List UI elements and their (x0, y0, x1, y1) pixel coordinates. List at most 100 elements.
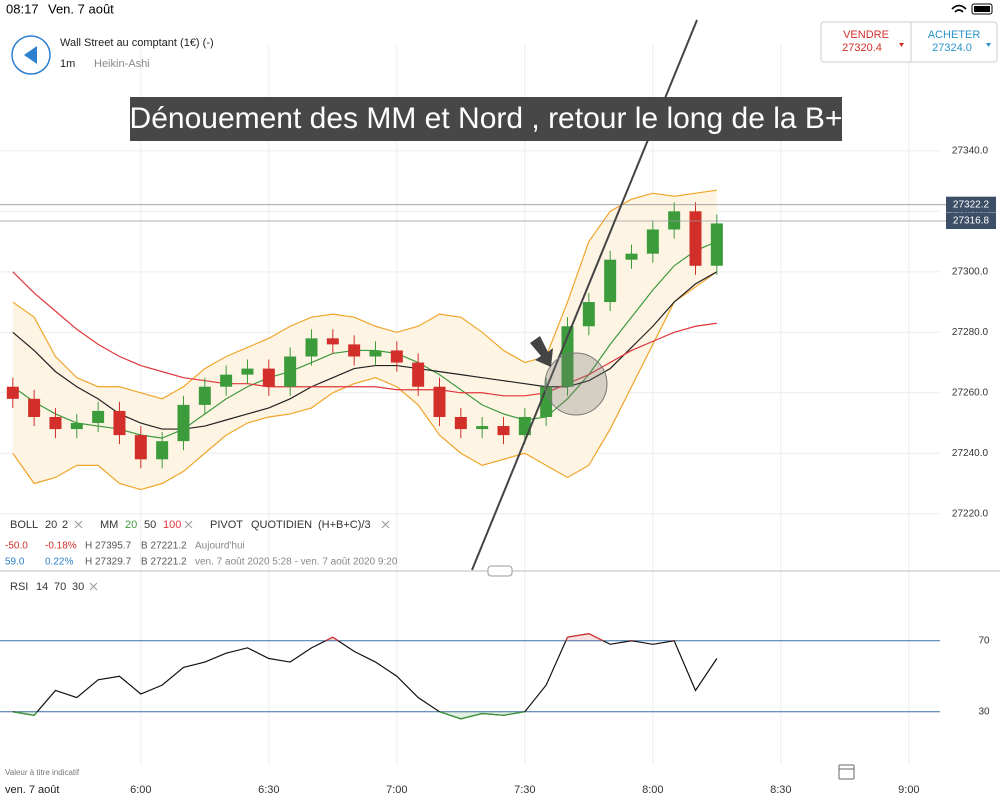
pivot-formula: (H+B+C)/3 (318, 519, 371, 531)
price-tag (946, 196, 996, 213)
candle-body (134, 435, 147, 460)
candle-body (348, 344, 361, 357)
remove-icon[interactable] (89, 582, 98, 591)
candle-body (668, 211, 681, 230)
candle-body (305, 338, 318, 357)
x-tick-label: 8:00 (642, 784, 663, 796)
rsi-plot (0, 633, 940, 720)
candle-body (390, 350, 403, 363)
rsi-low: 30 (72, 581, 84, 593)
boll-period: 20 (45, 519, 57, 531)
mm-label[interactable]: MM (100, 519, 118, 531)
price-tag-label: 27316.8 (953, 216, 990, 227)
candle-body (156, 441, 169, 460)
x-tick-label: 8:30 (770, 784, 791, 796)
x-tick-label: 7:30 (514, 784, 535, 796)
bollinger-upper (12, 189, 717, 400)
sell-label[interactable]: VENDRE (843, 29, 889, 41)
candle-body (476, 426, 489, 430)
candle-body (433, 386, 446, 417)
boll-label[interactable]: BOLL (10, 519, 38, 531)
rsi-period: 14 (36, 581, 48, 593)
resize-handle[interactable] (487, 565, 513, 577)
candle-body (604, 259, 617, 303)
candle-body (710, 223, 723, 266)
bollinger-lower (12, 271, 718, 491)
price-plot (6, 189, 723, 491)
instrument-name: Wall Street au comptant (1€) (-) (60, 37, 214, 49)
indicator-legend: BOLL 20 2 MM 20 50 100 PIVOT QUOTIDIEN (… (5, 519, 398, 568)
candle-body (6, 386, 19, 399)
candle-body (326, 338, 339, 345)
candle-body (49, 416, 62, 430)
mm-period: 50 (144, 519, 156, 531)
status-date: Ven. 7 août (48, 1, 114, 16)
status-icons (951, 3, 993, 15)
x-date: ven. 7 août (5, 784, 59, 796)
remove-icon[interactable] (381, 520, 390, 529)
candle-body (284, 356, 297, 387)
pivot-label[interactable]: PIVOT (210, 519, 243, 531)
y-tick-label: 27300.0 (952, 266, 989, 277)
high: H 27329.7 (85, 557, 132, 568)
candle-body (28, 398, 41, 417)
moving-average (12, 241, 718, 439)
mm-period: 100 (163, 519, 181, 531)
candle-body (497, 426, 510, 436)
x-tick-label: 9:00 (898, 784, 919, 796)
rsi-high: 70 (54, 581, 66, 593)
grid (0, 45, 940, 765)
candle-body (177, 404, 190, 442)
sell-button[interactable]: VENDRE 27320.4 (842, 29, 904, 54)
change-pct: 0.22% (45, 557, 73, 568)
moving-average (12, 271, 718, 430)
candle-body (70, 423, 83, 430)
change-pct: -0.18% (45, 541, 77, 552)
pivot-period: QUOTIDIEN (251, 519, 312, 531)
annotation-text: Dénouement des MM et Nord , retour le lo… (130, 102, 843, 135)
candle-body (113, 410, 126, 436)
sell-price[interactable]: 27320.4 (842, 42, 882, 54)
price-tag (946, 213, 996, 230)
y-tick-label: 27240.0 (952, 448, 989, 459)
x-tick-label: 7:00 (386, 784, 407, 796)
x-tick-label: 6:00 (130, 784, 151, 796)
candle-body (646, 229, 659, 254)
y-tick-label: 27280.0 (952, 327, 989, 338)
change: 59.0 (5, 557, 25, 568)
back-button[interactable] (11, 35, 51, 75)
y-tick-label: 70 (978, 635, 990, 646)
calendar-button[interactable] (838, 764, 855, 780)
candle-body (262, 368, 275, 387)
mm-period: 20 (125, 519, 137, 531)
candle-body (92, 410, 105, 424)
candle-body (198, 386, 211, 405)
y-tick-label: 27220.0 (952, 508, 989, 519)
candle-body (582, 302, 595, 327)
candle-body (625, 253, 638, 260)
trade-box (820, 21, 998, 63)
x-tick-label: 6:30 (258, 784, 279, 796)
rsi-legend: RSI 14 70 30 (10, 581, 98, 593)
candle-body (220, 374, 233, 387)
rsi-label[interactable]: RSI (10, 581, 28, 593)
low: B 27221.2 (141, 541, 187, 552)
remove-icon[interactable] (184, 520, 193, 529)
period: Aujourd'hui (195, 541, 245, 552)
buy-price[interactable]: 27324.0 (932, 42, 972, 54)
period: ven. 7 août 2020 5:28 - ven. 7 août 2020… (195, 557, 398, 568)
remove-icon[interactable] (74, 520, 83, 529)
moving-average (12, 271, 717, 397)
rsi-line (12, 633, 718, 720)
price-tag-label: 27322.2 (953, 199, 990, 210)
y-tick-label: 27260.0 (952, 387, 989, 398)
buy-button[interactable]: ACHETER 27324.0 (928, 29, 991, 54)
boll-dev: 2 (62, 519, 68, 531)
high: H 27395.7 (85, 541, 132, 552)
chart-style[interactable]: Heikin-Ashi (94, 58, 150, 70)
candle-body (412, 362, 425, 387)
buy-label[interactable]: ACHETER (928, 29, 981, 41)
interval[interactable]: 1m (60, 58, 75, 70)
disclaimer: Valeur à titre indicatif (5, 768, 80, 777)
rsi-overbought (324, 633, 675, 641)
